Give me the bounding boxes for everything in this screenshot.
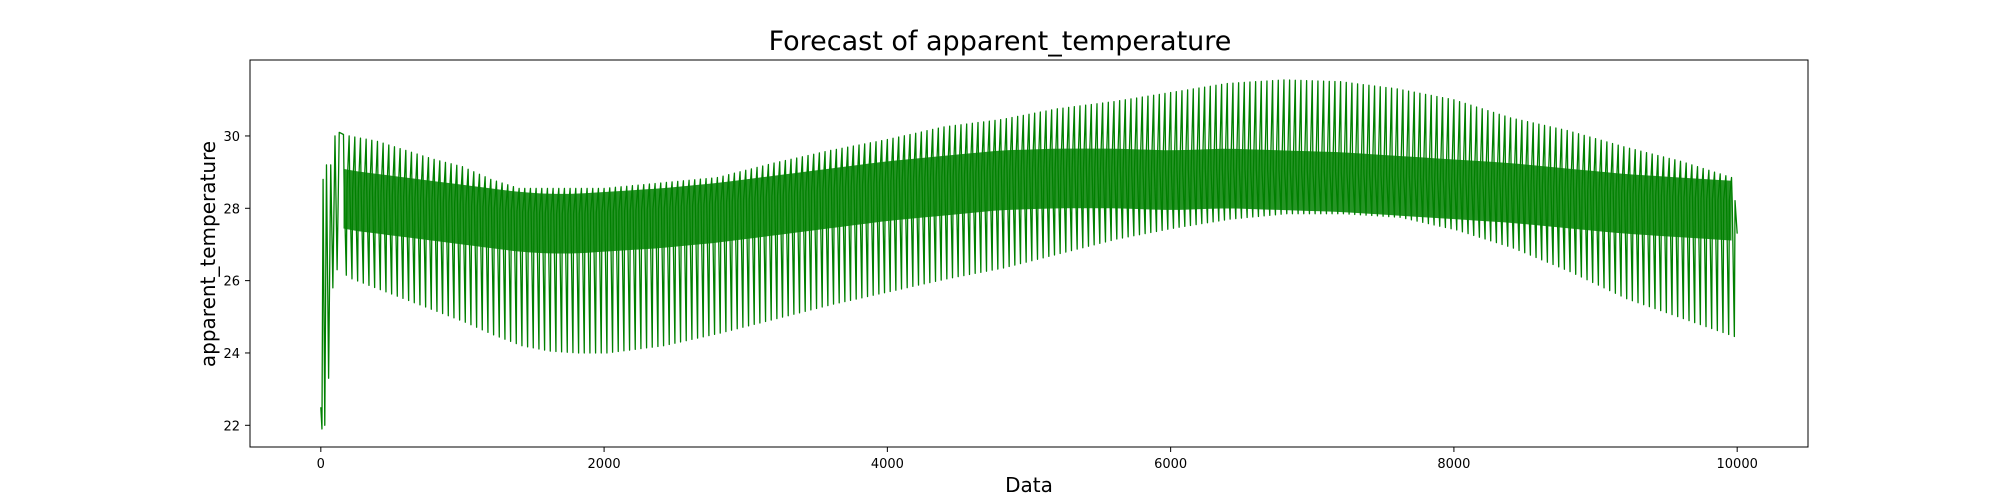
- x-tick-label: 0: [317, 457, 325, 472]
- y-tick-label: 26: [223, 275, 240, 290]
- y-tick-label: 24: [223, 347, 240, 362]
- forecast-series-dense-band: [343, 148, 1732, 254]
- y-tick-label: 30: [223, 130, 240, 145]
- x-tick-label: 8000: [1437, 457, 1470, 472]
- x-axis-label: Data: [1005, 473, 1053, 497]
- y-tick-label: 22: [223, 419, 240, 434]
- y-axis-label: apparent_temperature: [196, 141, 220, 367]
- plot-area: [320, 79, 1738, 430]
- x-axis: 0 2000 4000 6000 8000 10000: [317, 447, 1758, 472]
- chart-title: Forecast of apparent_temperature: [769, 26, 1232, 57]
- y-tick-label: 28: [223, 202, 240, 217]
- plot-frame: [249, 59, 1809, 448]
- x-tick-label: 6000: [1154, 457, 1187, 472]
- x-tick-label: 10000: [1717, 457, 1758, 472]
- y-axis: 22 24 26 28 30: [223, 130, 250, 434]
- x-tick-label: 4000: [871, 457, 904, 472]
- x-tick-label: 2000: [588, 457, 621, 472]
